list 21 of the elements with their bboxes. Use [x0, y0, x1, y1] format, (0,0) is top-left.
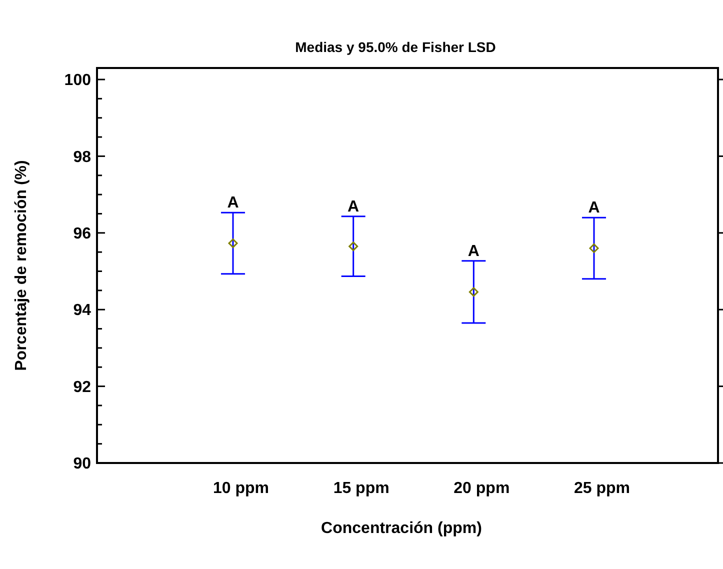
- chart-title: Medias y 95.0% de Fisher LSD: [295, 39, 496, 55]
- x-axis-title: Concentración (ppm): [321, 520, 482, 537]
- point: [468, 287, 478, 297]
- y-tick-label: 90: [73, 456, 92, 473]
- y-axis-title: Porcentaje de remoción (%): [13, 160, 30, 371]
- y-tick-label: 94: [73, 302, 92, 320]
- point: [228, 238, 238, 248]
- y-tick-label: 100: [64, 72, 92, 90]
- x-tick-label: 10 ppm: [212, 480, 270, 497]
- y-tick-label: 98: [73, 148, 92, 166]
- annotation: A: [348, 198, 360, 216]
- x-tick-label: 25 ppm: [574, 480, 630, 497]
- annotation: A: [227, 194, 240, 212]
- x-tick-label: 20 ppm: [454, 480, 510, 497]
- point: [348, 242, 358, 252]
- annotation: A: [468, 242, 480, 260]
- point: [589, 243, 599, 253]
- annotation: A: [588, 200, 600, 217]
- y-tick-label: 92: [73, 378, 92, 396]
- x-tick-label: 15 ppm: [333, 480, 390, 497]
- y-tick-label: 96: [73, 226, 92, 243]
